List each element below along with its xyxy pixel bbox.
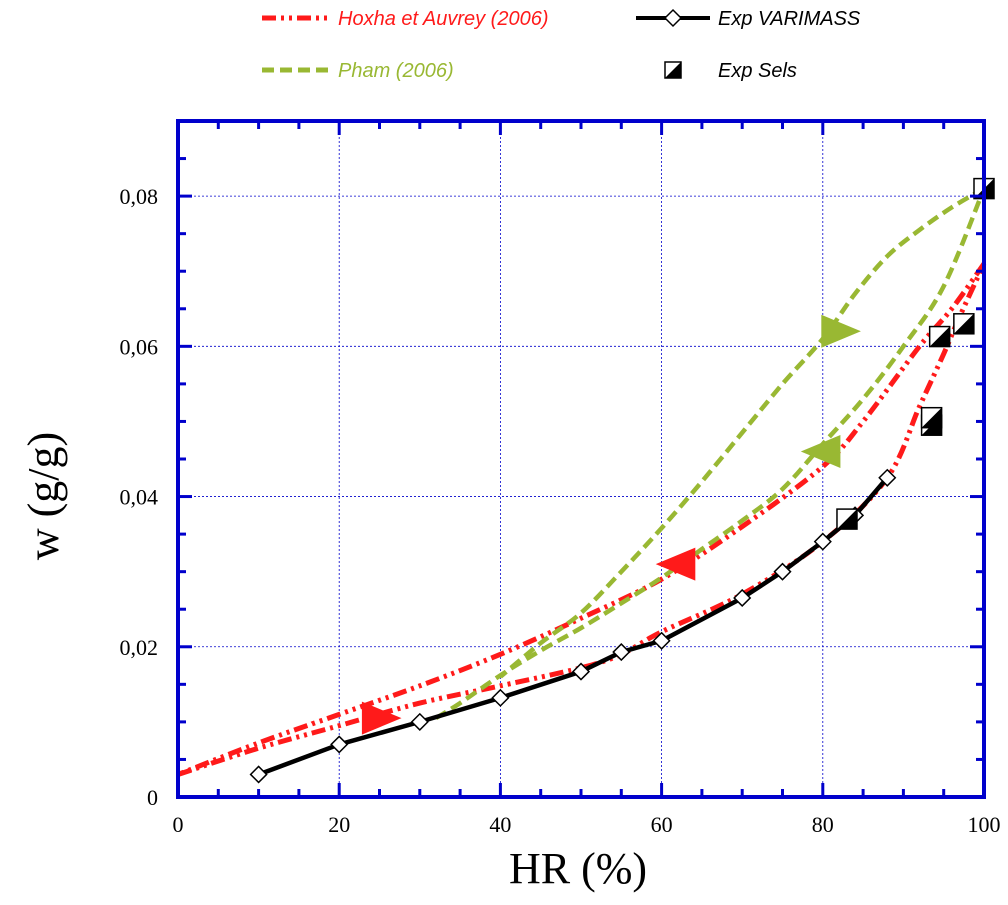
varimass-point <box>878 468 897 487</box>
sels-point-fill <box>921 407 942 428</box>
varimass-point <box>571 662 591 681</box>
hoxha-branch-1 <box>177 262 987 777</box>
sels-point <box>920 406 943 429</box>
legend-label-sels: Exp Sels <box>718 60 797 82</box>
x-tick-label: 80 <box>812 812 834 837</box>
series-layer <box>177 186 987 777</box>
pham-branch-1 <box>498 186 986 679</box>
varimass-point <box>652 631 671 650</box>
sels-point <box>836 508 858 530</box>
x-tick-label: 100 <box>968 812 1001 837</box>
varimass-point <box>410 712 429 731</box>
pham-arrow <box>800 434 841 468</box>
y-tick-label: 0,04 <box>120 485 159 510</box>
markers-layer <box>249 177 995 784</box>
varimass-point <box>491 688 510 707</box>
varimass-point <box>733 588 752 608</box>
plot-frame <box>176 119 986 799</box>
x-tick-label: 40 <box>489 812 511 837</box>
sels-point-fill <box>929 326 950 347</box>
y-tick-label: 0,06 <box>120 334 159 359</box>
hoxha-branch-0 <box>177 262 987 777</box>
sels-point <box>928 325 951 348</box>
axes <box>176 119 986 799</box>
legend: Hoxha et Auvrey (2006) Pham (2006) Exp V… <box>262 8 861 82</box>
y-axis-title: w (g/g) <box>19 432 68 560</box>
legend-label-varimass: Exp VARIMASS <box>718 8 861 30</box>
varimass-point <box>612 642 631 662</box>
x-tick-label: 0 <box>173 812 184 837</box>
sels-point-fill <box>953 313 974 334</box>
x-axis-title: HR (%) <box>509 844 647 893</box>
sels-point-fill <box>836 509 857 530</box>
varimass-point <box>773 562 792 581</box>
varimass-point <box>249 765 268 784</box>
y-tick-label: 0 <box>147 785 158 810</box>
y-tick-label: 0,02 <box>120 635 159 660</box>
legend-label-pham: Pham (2006) <box>338 60 454 82</box>
sels-point <box>953 313 975 335</box>
hoxha-arrow <box>361 701 402 735</box>
tick-labels: 0 20 40 60 80 100 0 0,02 0,04 0,06 0,08 <box>120 184 1001 837</box>
pham-arrow <box>821 314 861 348</box>
x-tick-label: 20 <box>328 812 350 837</box>
hoxha-arrow <box>655 547 696 581</box>
legend-half-square-marker <box>664 61 682 79</box>
varimass-point <box>330 735 349 754</box>
varimass-point <box>813 532 832 551</box>
grid <box>178 121 984 797</box>
x-tick-label: 60 <box>651 812 673 837</box>
legend-diamond-marker <box>663 8 683 28</box>
legend-label-hoxha: Hoxha et Auvrey (2006) <box>338 8 548 30</box>
y-tick-label: 0,08 <box>120 184 159 209</box>
varimass-line <box>257 476 889 777</box>
